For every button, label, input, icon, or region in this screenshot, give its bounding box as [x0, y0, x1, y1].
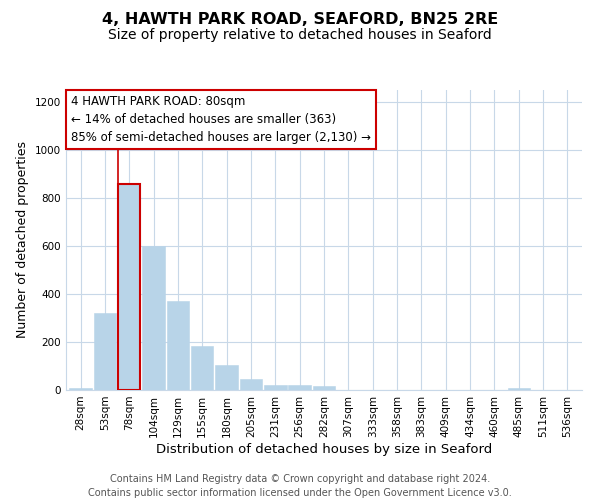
X-axis label: Distribution of detached houses by size in Seaford: Distribution of detached houses by size … [156, 442, 492, 456]
Bar [508, 388, 530, 390]
Text: 4 HAWTH PARK ROAD: 80sqm
← 14% of detached houses are smaller (363)
85% of semi-: 4 HAWTH PARK ROAD: 80sqm ← 14% of detach… [71, 94, 371, 144]
Bar [94, 313, 116, 390]
Bar [264, 385, 287, 390]
Bar [167, 301, 189, 390]
Bar [240, 378, 262, 390]
Bar [191, 346, 214, 390]
Bar [289, 385, 311, 390]
Bar [118, 184, 140, 390]
Text: Contains HM Land Registry data © Crown copyright and database right 2024.
Contai: Contains HM Land Registry data © Crown c… [88, 474, 512, 498]
Bar [70, 388, 92, 390]
Bar [215, 365, 238, 390]
Text: 4, HAWTH PARK ROAD, SEAFORD, BN25 2RE: 4, HAWTH PARK ROAD, SEAFORD, BN25 2RE [102, 12, 498, 28]
Y-axis label: Number of detached properties: Number of detached properties [16, 142, 29, 338]
Bar [142, 246, 165, 390]
Bar [313, 386, 335, 390]
Text: Size of property relative to detached houses in Seaford: Size of property relative to detached ho… [108, 28, 492, 42]
